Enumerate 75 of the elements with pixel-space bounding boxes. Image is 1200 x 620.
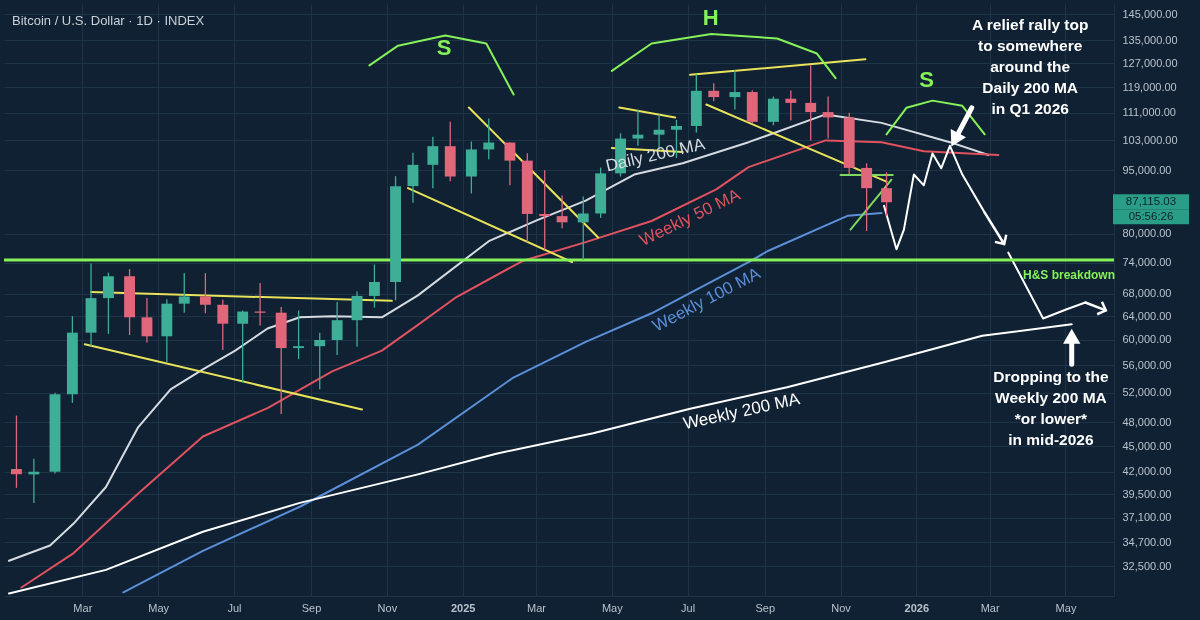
candlestick [504, 141, 516, 186]
candlestick [539, 169, 551, 251]
candlestick [314, 332, 326, 390]
y-tick-label: 111,000.00 [1122, 106, 1176, 119]
candlestick [427, 136, 439, 189]
text: Bitcoin / U.S. Dollar · 1D · INDEX [12, 13, 205, 28]
candlestick [254, 282, 266, 327]
y-tick-label: 64,000.00 [1122, 309, 1172, 322]
y-tick-label: 95,000.00 [1122, 163, 1172, 176]
y-tick-label: 74,000.00 [1122, 256, 1172, 269]
x-tick-label: 2025 [450, 601, 476, 614]
annotation: S [436, 35, 452, 60]
annotation: A relief rally top to somewhere around the Daily 200 MA in Q1 2026 [971, 15, 1089, 117]
candlestick [237, 309, 249, 383]
candlestick [178, 272, 190, 314]
y-tick-label: 135,000.00 [1122, 33, 1178, 46]
annotation: Dropping to the Weekly 200 MA *or lower* in mid-2026 [993, 368, 1109, 449]
y-tick-label: 32,500.00 [1122, 559, 1172, 572]
candlestick [767, 95, 779, 126]
x-tick-label: Mar [73, 601, 93, 614]
y-tick-label: 48,000.00 [1122, 415, 1172, 428]
annotation: H [702, 5, 719, 30]
candlestick [785, 89, 797, 122]
ref-line-label: H&S breakdown [1023, 268, 1116, 283]
x-tick-label: Sep [301, 601, 322, 614]
x-tick-label: 2026 [904, 601, 930, 614]
y-tick-label: 145,000.00 [1122, 7, 1178, 20]
y-tick-label: 60,000.00 [1122, 333, 1172, 346]
y-tick-label: 119,000.00 [1122, 80, 1177, 93]
candlestick [822, 95, 834, 140]
candlestick [199, 272, 211, 314]
candlestick [293, 309, 305, 360]
candlestick [632, 109, 644, 147]
candlestick [577, 195, 589, 261]
text: 87,115.03 [1125, 195, 1177, 208]
candlestick [407, 152, 419, 204]
y-tick-label: 68,000.00 [1122, 287, 1172, 300]
x-tick-label: Mar [980, 601, 1000, 614]
x-tick-label: Nov [831, 601, 852, 614]
x-tick-label: Nov [377, 601, 398, 614]
line-series [885, 99, 986, 136]
candlestick [881, 171, 892, 217]
y-tick-label: 103,000.00 [1122, 133, 1178, 146]
line-series [610, 32, 837, 80]
y-tick-label: 52,000.00 [1122, 386, 1172, 399]
candlestick [11, 414, 22, 489]
candlestick [805, 64, 817, 142]
candlestick [141, 297, 153, 344]
y-tick-label: 127,000.00 [1122, 56, 1178, 69]
x-tick-label: May [148, 601, 170, 614]
x-tick-label: May [601, 601, 624, 614]
candlestick [729, 69, 741, 111]
candlestick [861, 162, 873, 232]
candlestick [217, 299, 229, 351]
y-tick-label: 37,100.00 [1122, 511, 1172, 524]
y-tick-label: 80,000.00 [1122, 227, 1172, 240]
text: 05:56:26 [1128, 210, 1174, 223]
y-tick-label: 42,000.00 [1122, 465, 1172, 478]
x-tick-label: Sep [755, 601, 775, 614]
candlestick [102, 271, 114, 335]
x-tick-label: Jul [227, 601, 242, 614]
y-tick-label: 34,700.00 [1122, 535, 1172, 548]
line-series [368, 34, 515, 96]
x-tick-label: Jul [681, 601, 696, 614]
y-tick-label: 56,000.00 [1122, 358, 1172, 371]
y-tick-label: 45,000.00 [1122, 439, 1172, 452]
x-tick-label: Mar [527, 601, 547, 614]
text: Weekly 200 MA [681, 388, 803, 434]
candlestick [368, 263, 380, 309]
annotation: S [919, 67, 934, 92]
x-tick-label: May [1055, 601, 1077, 614]
candlestick [331, 301, 343, 356]
text: Daily 200 MA [603, 134, 708, 176]
candlestick [556, 194, 568, 229]
y-tick-label: 39,500.00 [1122, 487, 1172, 500]
